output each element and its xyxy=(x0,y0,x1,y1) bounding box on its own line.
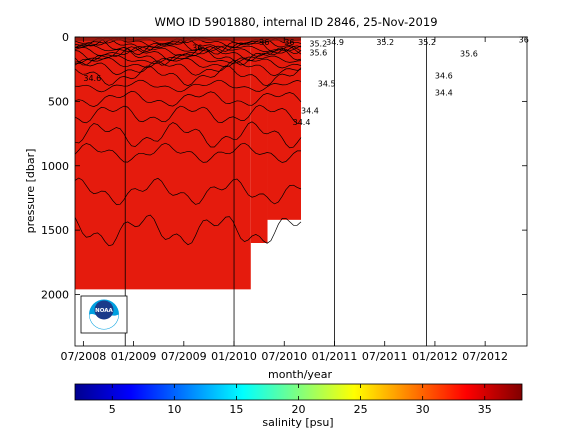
data-region xyxy=(75,37,251,290)
x-tick-label: 07/2012 xyxy=(462,350,508,363)
y-tick-label: 500 xyxy=(48,95,69,108)
colorbar-axis: 5 10 15 20 25 30 35 xyxy=(109,384,492,416)
y-tick-label: 1500 xyxy=(41,224,69,237)
noaa-logo: NOAA xyxy=(80,295,128,334)
contour-label: 34.9 xyxy=(326,38,344,47)
contour-line xyxy=(75,90,302,107)
x-tick-label: 01/2012 xyxy=(412,350,458,363)
contour-label: 34.4 xyxy=(435,88,453,97)
x-tick-label: 07/2008 xyxy=(61,350,107,363)
svg-text:NOAA: NOAA xyxy=(95,308,113,314)
contour-line xyxy=(75,214,302,247)
contour-line xyxy=(75,121,302,149)
colorbar-tick-label: 10 xyxy=(167,403,181,416)
contour-label: 35.6 xyxy=(309,48,327,57)
contour-label: 35.2 xyxy=(418,38,436,47)
surface-band xyxy=(75,37,301,41)
contour-line xyxy=(75,37,302,45)
contour-label: 35.6 xyxy=(460,50,478,59)
contour-line xyxy=(75,38,302,56)
x-tick-label: 01/2010 xyxy=(211,350,257,363)
contour-label: 34.4 xyxy=(301,106,319,115)
y-axis-label: pressure [dbar] xyxy=(24,149,37,234)
contour-line xyxy=(75,177,302,205)
contour-label: 36 xyxy=(284,38,294,47)
contour-line xyxy=(75,44,302,53)
y-tick-label: 1000 xyxy=(41,160,69,173)
y-axis: 0 500 1000 1500 2000 xyxy=(41,31,527,302)
contour-line xyxy=(75,54,302,65)
colorbar-tick-label: 15 xyxy=(229,403,243,416)
profile-separators xyxy=(124,37,427,346)
x-tick-label: 01/2011 xyxy=(312,350,358,363)
contour-layer xyxy=(75,37,302,247)
data-region xyxy=(250,37,268,243)
colorbar-tick-label: 25 xyxy=(354,403,368,416)
contour-label: 35.2 xyxy=(309,39,327,48)
data-layer xyxy=(75,37,301,290)
y-tick-label: 0 xyxy=(62,31,69,44)
colorbar-label: salinity [psu] xyxy=(262,416,333,429)
contour-line xyxy=(75,79,302,93)
contour-label: 34.5 xyxy=(318,79,336,88)
colorbar-tick-label: 30 xyxy=(416,403,430,416)
contour-label: 34.6 xyxy=(83,74,101,83)
x-tick-label: 07/2011 xyxy=(362,350,408,363)
contour-label: 36 xyxy=(259,38,269,47)
chart-title: WMO ID 5901880, internal ID 2846, 25-Nov… xyxy=(154,15,437,29)
contour-line xyxy=(75,65,302,87)
colorbar-tick-label: 5 xyxy=(109,403,116,416)
x-axis-label: month/year xyxy=(268,368,332,381)
x-tick-label: 07/2009 xyxy=(161,350,207,363)
contour-line xyxy=(75,60,302,77)
x-tick-label: 01/2009 xyxy=(111,350,157,363)
y-tick-label: 2000 xyxy=(41,289,69,302)
colorbar-tick-label: 35 xyxy=(478,403,492,416)
x-axis: 07/2008 01/2009 07/2009 01/2010 07/2010 01/20… xyxy=(61,37,508,363)
contour-line xyxy=(75,142,301,163)
colorbar-tick-label: 20 xyxy=(292,403,306,416)
contour-label: 34.4 xyxy=(293,118,311,127)
contour-label: 36 xyxy=(519,36,529,45)
contour-label: 35.2 xyxy=(376,38,394,47)
contour-label: 34.6 xyxy=(435,72,453,81)
x-tick-label: 07/2010 xyxy=(261,350,307,363)
contour-line xyxy=(75,57,302,69)
contour-line xyxy=(75,104,302,124)
plot-frame xyxy=(74,36,528,347)
contour-label: 36 xyxy=(192,43,202,52)
